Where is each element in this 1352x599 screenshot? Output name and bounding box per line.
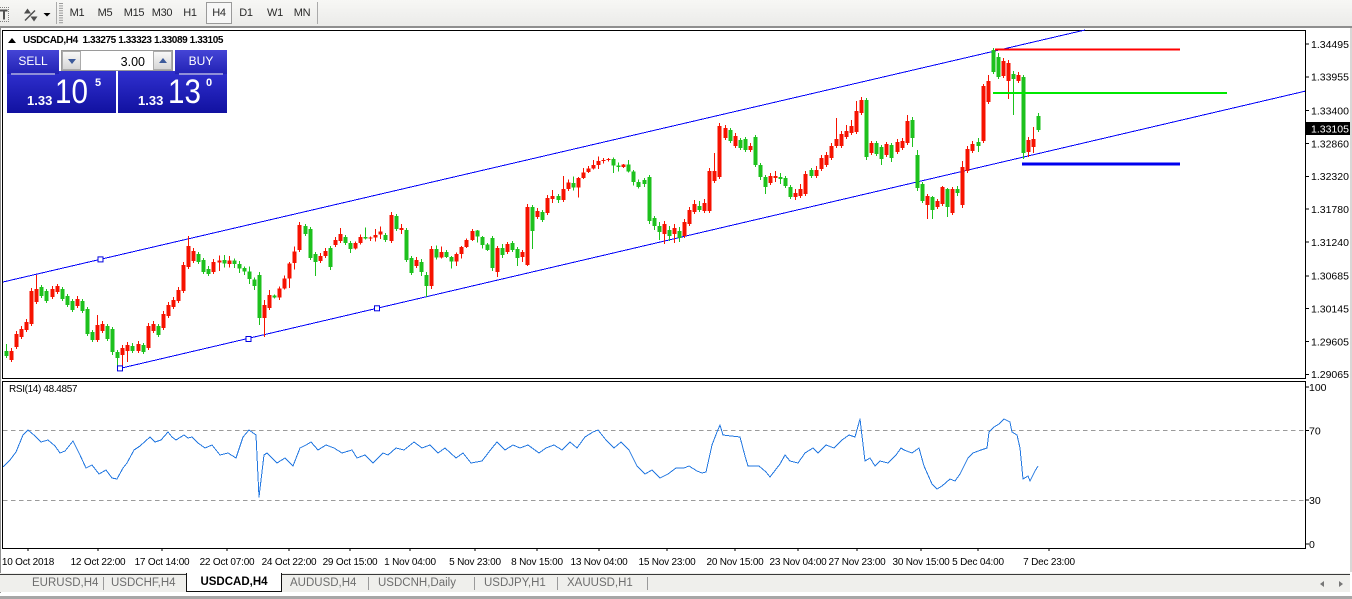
svg-text:29 Oct 15:00: 29 Oct 15:00	[323, 557, 378, 568]
svg-text:1.32860: 1.32860	[1311, 138, 1349, 150]
svg-text:5 Nov 23:00: 5 Nov 23:00	[449, 557, 501, 568]
svg-text:7 Dec 23:00: 7 Dec 23:00	[1023, 557, 1075, 568]
svg-text:1.30685: 1.30685	[1311, 271, 1349, 283]
svg-text:30: 30	[1309, 495, 1321, 507]
svg-text:0: 0	[1309, 539, 1315, 551]
svg-text:1.33400: 1.33400	[1311, 106, 1349, 118]
svg-text:1.34495: 1.34495	[1311, 39, 1349, 51]
svg-text:13 Nov 04:00: 13 Nov 04:00	[570, 557, 628, 568]
svg-text:1.32320: 1.32320	[1311, 171, 1349, 183]
svg-text:100: 100	[1309, 382, 1327, 394]
svg-text:1.29065: 1.29065	[1311, 369, 1349, 381]
svg-text:1.33105: 1.33105	[1311, 123, 1349, 135]
svg-text:1.29605: 1.29605	[1311, 336, 1349, 348]
svg-text:1.31240: 1.31240	[1311, 237, 1349, 249]
svg-text:22 Oct 07:00: 22 Oct 07:00	[200, 557, 255, 568]
svg-text:10 Oct 2018: 10 Oct 2018	[2, 557, 55, 568]
svg-text:12 Oct 22:00: 12 Oct 22:00	[71, 557, 126, 568]
svg-text:70: 70	[1309, 426, 1321, 438]
svg-text:1.31780: 1.31780	[1311, 204, 1349, 216]
svg-text:30 Nov 15:00: 30 Nov 15:00	[892, 557, 950, 568]
svg-text:20 Nov 15:00: 20 Nov 15:00	[706, 557, 764, 568]
svg-text:8 Nov 15:00: 8 Nov 15:00	[511, 557, 563, 568]
svg-text:27 Nov 23:00: 27 Nov 23:00	[828, 557, 886, 568]
svg-text:24 Oct 22:00: 24 Oct 22:00	[262, 557, 317, 568]
svg-text:23 Nov 04:00: 23 Nov 04:00	[769, 557, 827, 568]
svg-text:15 Nov 23:00: 15 Nov 23:00	[638, 557, 696, 568]
svg-text:5 Dec 04:00: 5 Dec 04:00	[952, 557, 1004, 568]
svg-text:17 Oct 14:00: 17 Oct 14:00	[135, 557, 190, 568]
svg-text:1.33955: 1.33955	[1311, 72, 1349, 84]
svg-text:1 Nov 04:00: 1 Nov 04:00	[384, 557, 436, 568]
svg-text:1.30145: 1.30145	[1311, 304, 1349, 316]
